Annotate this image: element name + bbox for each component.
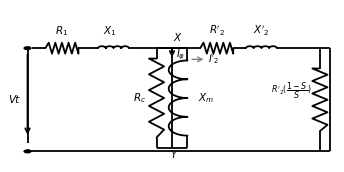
Text: X: X: [174, 33, 181, 43]
Text: $R'_2$: $R'_2$: [208, 24, 225, 38]
Circle shape: [23, 149, 32, 153]
Text: Vt: Vt: [8, 95, 19, 105]
Text: $I'_2$: $I'_2$: [208, 52, 219, 66]
Text: $X'_2$: $X'_2$: [253, 24, 270, 38]
Text: Y: Y: [171, 150, 177, 160]
Circle shape: [23, 46, 32, 50]
Text: $I_\varphi$: $I_\varphi$: [176, 48, 185, 62]
Text: $X_1$: $X_1$: [103, 24, 117, 38]
Text: $R_c$: $R_c$: [133, 91, 146, 105]
Text: $R_1$: $R_1$: [55, 24, 68, 38]
Text: $X_m$: $X_m$: [198, 91, 214, 105]
Text: $R'_2(\dfrac{1-S}{S})$: $R'_2(\dfrac{1-S}{S})$: [271, 81, 311, 101]
